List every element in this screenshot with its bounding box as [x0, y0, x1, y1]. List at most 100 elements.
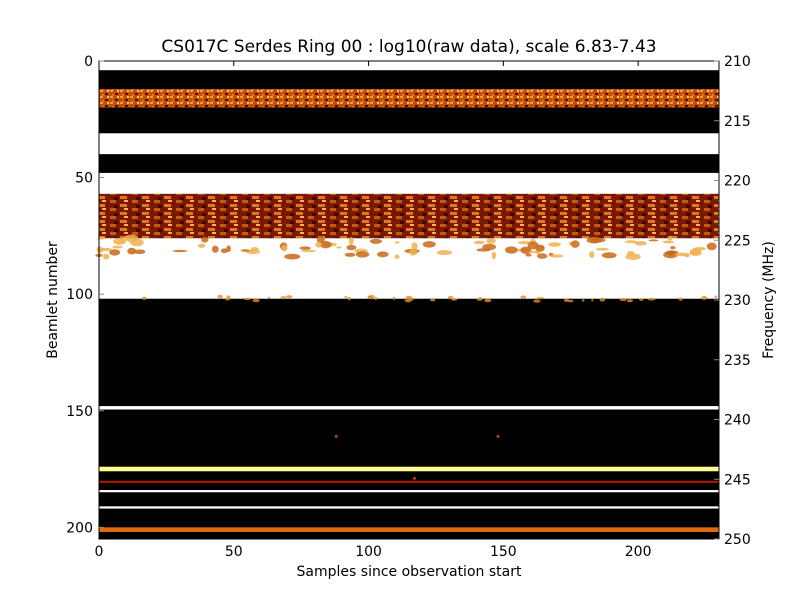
y2-tick-label-210: 210 — [724, 54, 751, 70]
speckle-bottom-35 — [374, 296, 378, 301]
y2-tick-label-250: 250 — [724, 532, 751, 548]
speckle-bottom-6 — [217, 294, 223, 299]
y2-tick-label-230: 230 — [724, 293, 751, 309]
y-tick-label-100: 100 — [66, 287, 93, 303]
speckle-top-83 — [336, 246, 342, 249]
speckle-top-50 — [97, 237, 107, 240]
x-tick-label-50: 50 — [225, 544, 243, 560]
speckle-top-66 — [595, 247, 609, 251]
speckle-top-34 — [662, 240, 675, 244]
y2-tick-label-220: 220 — [724, 174, 751, 190]
heatmap-band-6 — [99, 154, 719, 173]
speckle-top-12 — [299, 246, 311, 250]
speckle-bottom-25 — [626, 299, 634, 303]
x-tick-label-0: 0 — [95, 544, 104, 560]
y-tick-label-200: 200 — [66, 520, 93, 536]
speckle-top-18 — [486, 238, 496, 244]
speckle-top-41 — [109, 249, 121, 256]
heatmap-band-12 — [99, 406, 719, 410]
speckle-top-85 — [124, 234, 139, 242]
speckle-top-61 — [211, 245, 219, 253]
speckle-top-1 — [422, 241, 436, 248]
heatmap-band-3 — [99, 107, 719, 113]
speckle-top-33 — [284, 253, 301, 260]
speckle-top-43 — [97, 247, 113, 252]
speckle-bottom-17 — [392, 296, 396, 300]
speckle-top-17 — [348, 237, 354, 246]
x-tick-label-200: 200 — [625, 544, 652, 560]
heatmap-band-13 — [99, 409, 719, 467]
hot-pixel-0 — [334, 434, 338, 438]
heatmap-band-18 — [99, 490, 719, 493]
speckle-top-16 — [589, 251, 595, 259]
speckle-top-63 — [667, 236, 673, 241]
speckle-bottom-21 — [563, 298, 569, 303]
speckle-bottom-31 — [447, 295, 454, 300]
speckle-bottom-14 — [226, 295, 231, 299]
heatmap-band-7 — [99, 172, 719, 194]
x-axis-ticks: 0 50 100 150 200 — [95, 61, 652, 560]
speckle-bottom-9 — [430, 298, 436, 302]
speckle-bottom-18 — [347, 296, 351, 301]
y-axis-ticks: 0 50 100 150 200 — [66, 54, 104, 536]
hot-pixel-2 — [412, 476, 416, 480]
y-tick-label-0: 0 — [84, 54, 93, 70]
speckle-top-9 — [411, 242, 418, 250]
speckle-top-13 — [377, 251, 389, 258]
speckle-bottom-39 — [409, 297, 414, 301]
speckle-top-23 — [648, 239, 659, 242]
speckle-bottom-36 — [581, 299, 585, 302]
heatmap-band-2 — [99, 88, 719, 108]
heatmap-band-16 — [99, 480, 719, 484]
speckle-top-72 — [590, 237, 606, 243]
speckle-top-24 — [491, 251, 497, 260]
y2-tick-label-225: 225 — [724, 233, 751, 249]
speckle-top-49 — [394, 254, 400, 259]
speckle-bottom-34 — [451, 298, 455, 301]
speckle-bottom-11 — [280, 296, 287, 300]
speckle-bottom-5 — [591, 299, 594, 302]
speckle-top-40 — [601, 252, 617, 259]
speckle-bottom-33 — [701, 295, 708, 300]
speckle-top-38 — [281, 245, 288, 252]
speckle-top-67 — [536, 253, 548, 259]
speckle-top-80 — [527, 241, 539, 250]
heatmap-band-23 — [99, 532, 719, 539]
heatmap-band-4 — [99, 112, 719, 134]
y-axis-label: Beamlet number — [45, 241, 61, 359]
speckle-top-69 — [473, 240, 485, 245]
speckle-top-31 — [344, 252, 356, 257]
x-axis-label: Samples since observation start — [297, 564, 522, 580]
speckle-top-84 — [315, 241, 322, 248]
heatmap-band-14 — [99, 466, 719, 472]
heatmap-band-10 — [99, 238, 719, 299]
x-tick-label-100: 100 — [355, 544, 382, 560]
heatmap-speckles — [95, 234, 718, 480]
speckle-top-39 — [240, 249, 250, 252]
speckle-top-57 — [549, 254, 564, 258]
speckle-top-47 — [670, 246, 676, 250]
speckle-bottom-24 — [714, 295, 718, 298]
speckle-top-76 — [674, 252, 690, 257]
speckle-top-5 — [520, 246, 532, 254]
speckle-bottom-12 — [678, 297, 683, 301]
speckle-top-68 — [528, 250, 541, 254]
heatmap-band-21 — [99, 508, 719, 528]
heatmap-band-9 — [99, 214, 719, 239]
heatmap-band-20 — [99, 506, 719, 509]
speckle-bottom-37 — [478, 297, 482, 300]
speckle-top-79 — [482, 243, 497, 251]
speckle-bottom-15 — [639, 298, 644, 301]
speckle-top-73 — [355, 251, 370, 258]
speckle-bottom-19 — [267, 296, 271, 300]
speckle-bottom-38 — [142, 296, 147, 300]
hot-pixel-1 — [496, 434, 500, 438]
speckle-top-81 — [689, 248, 702, 255]
chart-title: CS017C Serdes Ring 00 : log10(raw data),… — [161, 37, 656, 57]
y2-tick-label-215: 215 — [724, 114, 751, 130]
speckle-bottom-32 — [367, 294, 376, 299]
speckle-top-11 — [197, 243, 206, 248]
speckle-top-88 — [113, 238, 127, 245]
y2-tick-label-235: 235 — [724, 353, 751, 369]
